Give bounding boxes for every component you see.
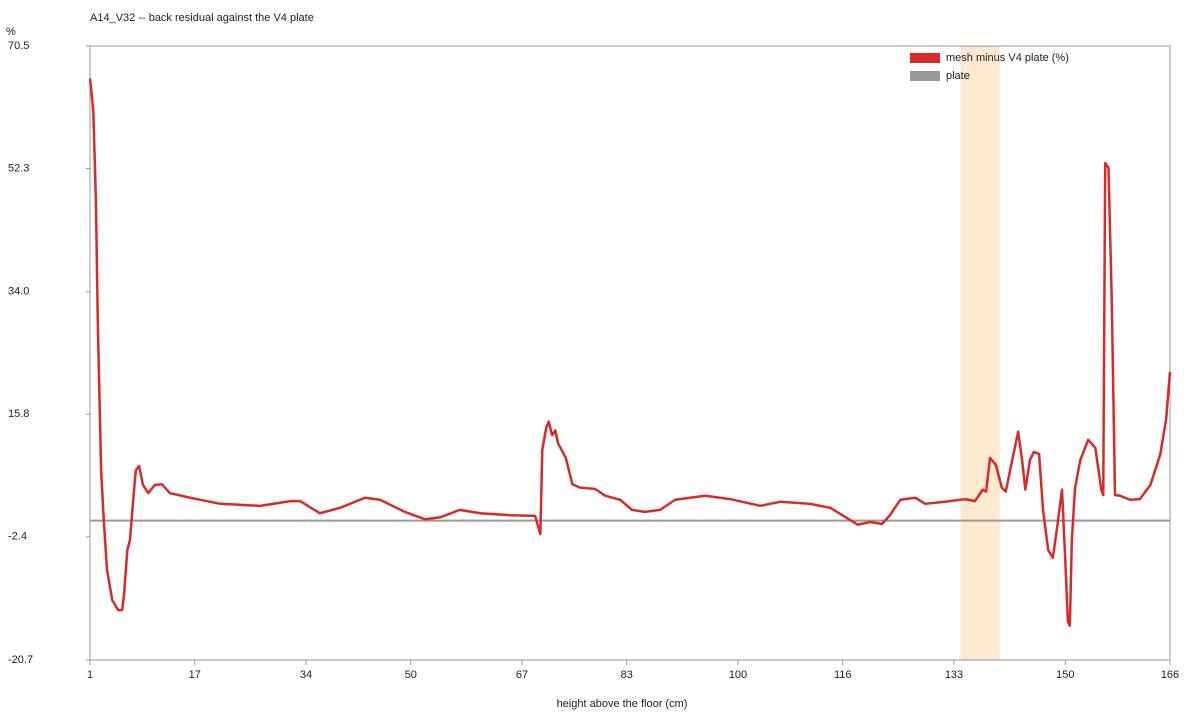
legend-label: plate: [946, 70, 970, 82]
chart-title: A14_V32 -- back residual against the V4 …: [90, 12, 314, 24]
y-tick-label: 15.8: [8, 408, 29, 420]
plot-frame: [89, 45, 1171, 661]
y-tick-label: 70.5: [8, 40, 29, 52]
legend-swatch: [910, 71, 940, 81]
series-line: [88, 78, 1172, 627]
x-tick-label: 50: [405, 669, 417, 681]
y-tick-label: 52.3: [8, 162, 29, 174]
y-unit: %: [6, 26, 16, 38]
y-tick-label: 34.0: [8, 286, 29, 298]
x-tick-label: 133: [945, 669, 963, 681]
x-tick-label: 83: [621, 669, 633, 681]
x-tick-label: 34: [300, 669, 312, 681]
legend-label: mesh minus V4 plate (%): [946, 52, 1069, 64]
y-tick-label: -2.4: [8, 531, 27, 543]
x-axis-label: height above the floor (cm): [557, 698, 688, 710]
legend-swatch: [910, 53, 940, 63]
x-tick-label: 1: [87, 669, 93, 681]
x-tick-label: 150: [1056, 669, 1074, 681]
x-tick-label: 166: [1161, 669, 1179, 681]
x-tick-label: 116: [834, 669, 852, 681]
x-tick-label: 67: [516, 669, 528, 681]
highlight-band: [960, 46, 1000, 660]
x-tick-label: 100: [729, 669, 747, 681]
x-tick-label: 17: [189, 669, 201, 681]
y-tick-label: -20.7: [8, 654, 33, 666]
